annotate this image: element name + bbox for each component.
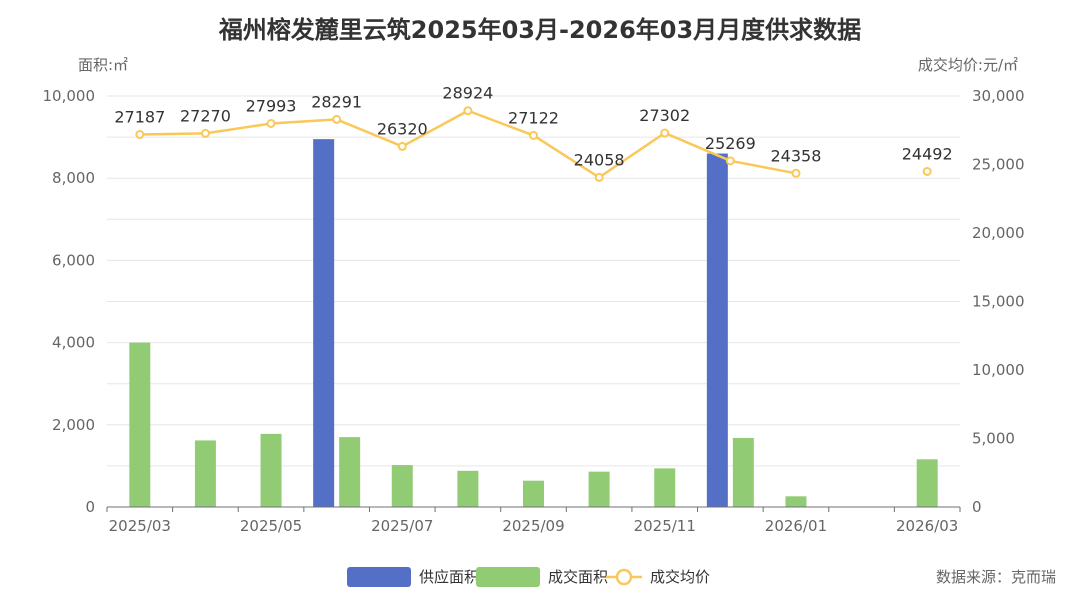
y-right-tick-label: 25,000 [972,156,1025,174]
price-point [397,141,407,151]
legend-swatch-price-point [615,568,633,586]
x-tick-label: 2025/09 [502,517,564,535]
deal-bar [194,440,216,507]
price-data-label: 27122 [508,108,559,127]
legend: 供应面积 成交面积 成交均价 [347,567,710,587]
legend-label-supply: 供应面积 [419,568,479,586]
bar-series [129,139,938,508]
y-left-axis-title: 面积:㎡ [78,56,128,74]
y-right-tick-label: 15,000 [972,293,1025,311]
y-right-axis: 0 5,000 10,000 15,000 20,000 25,000 30,000 [972,87,1025,516]
chart-title: 福州榕发麓里云筑2025年03月-2026年03月月度供求数据 [218,16,862,44]
deal-bar [457,470,479,507]
price-line [139,109,797,179]
y-right-tick-label: 0 [972,498,982,516]
legend-swatch-supply [347,567,411,587]
deal-bar [916,459,938,507]
deal-bar [654,468,676,507]
legend-label-price: 成交均价 [650,568,710,586]
x-tick-label: 2025/11 [634,517,696,535]
x-tick-label: 2025/07 [371,517,433,535]
price-data-label: 26320 [377,119,428,138]
price-point [266,118,276,128]
price-data-label: 24058 [574,150,625,169]
legend-label-deal: 成交面积 [548,568,608,586]
price-data-label: 27993 [246,96,297,115]
price-data-label: 24358 [771,146,822,165]
price-point [725,156,735,166]
x-tick-label: 2026/03 [896,517,958,535]
deal-bar [260,433,282,507]
price-point [791,168,801,178]
y-right-tick-label: 10,000 [972,361,1025,379]
source-note: 数据来源：克而瑞 [935,568,1056,586]
price-point [135,130,145,140]
x-axis: 2025/03 2025/05 2025/07 2025/09 2025/11 2026/… [106,506,961,535]
y-left-tick-label: 8,000 [52,169,95,187]
price-point [660,128,670,138]
deal-bar [129,342,151,507]
y-right-tick-label: 30,000 [972,87,1025,105]
x-tick-label: 2026/01 [765,517,827,535]
y-right-axis-title: 成交均价:元/㎡ [918,56,1018,74]
supply-bar [313,139,335,507]
deal-bar [785,496,807,507]
deal-bar [523,480,544,507]
y-right-tick-label: 5,000 [972,430,1015,448]
line-series: 27187 27270 27993 28291 26320 28924 27122 24058… [114,84,953,182]
price-point [922,166,932,176]
supply-bar [706,153,728,508]
y-left-tick-label: 2,000 [52,416,95,434]
y-left-tick-label: 10,000 [43,87,96,105]
grid-lines [107,95,960,467]
price-point [463,106,473,116]
x-tick-label: 2025/05 [240,517,302,535]
deal-bar [588,471,610,507]
deal-bar [732,437,754,507]
price-data-label: 24492 [902,144,953,163]
y-right-tick-label: 20,000 [972,224,1025,242]
x-tick-label: 2025/03 [109,517,171,535]
price-data-label: 28291 [311,92,362,111]
price-data-label: 27270 [180,106,231,125]
y-left-tick-label: 0 [85,498,95,516]
price-point [529,130,538,140]
deal-bar [391,465,413,507]
y-left-tick-label: 4,000 [52,334,95,352]
price-data-label: 27302 [639,106,690,125]
price-data-label: 28924 [442,84,493,103]
price-data-label: 27187 [114,108,165,127]
price-point [594,172,604,182]
price-point [332,114,342,124]
y-left-axis: 0 2,000 4,000 6,000 8,000 10,000 [43,87,96,516]
y-left-tick-label: 6,000 [52,251,95,269]
legend-swatch-deal [476,567,540,587]
price-point [200,128,210,138]
price-data-label: 25269 [705,134,756,153]
deal-bar [339,437,361,507]
